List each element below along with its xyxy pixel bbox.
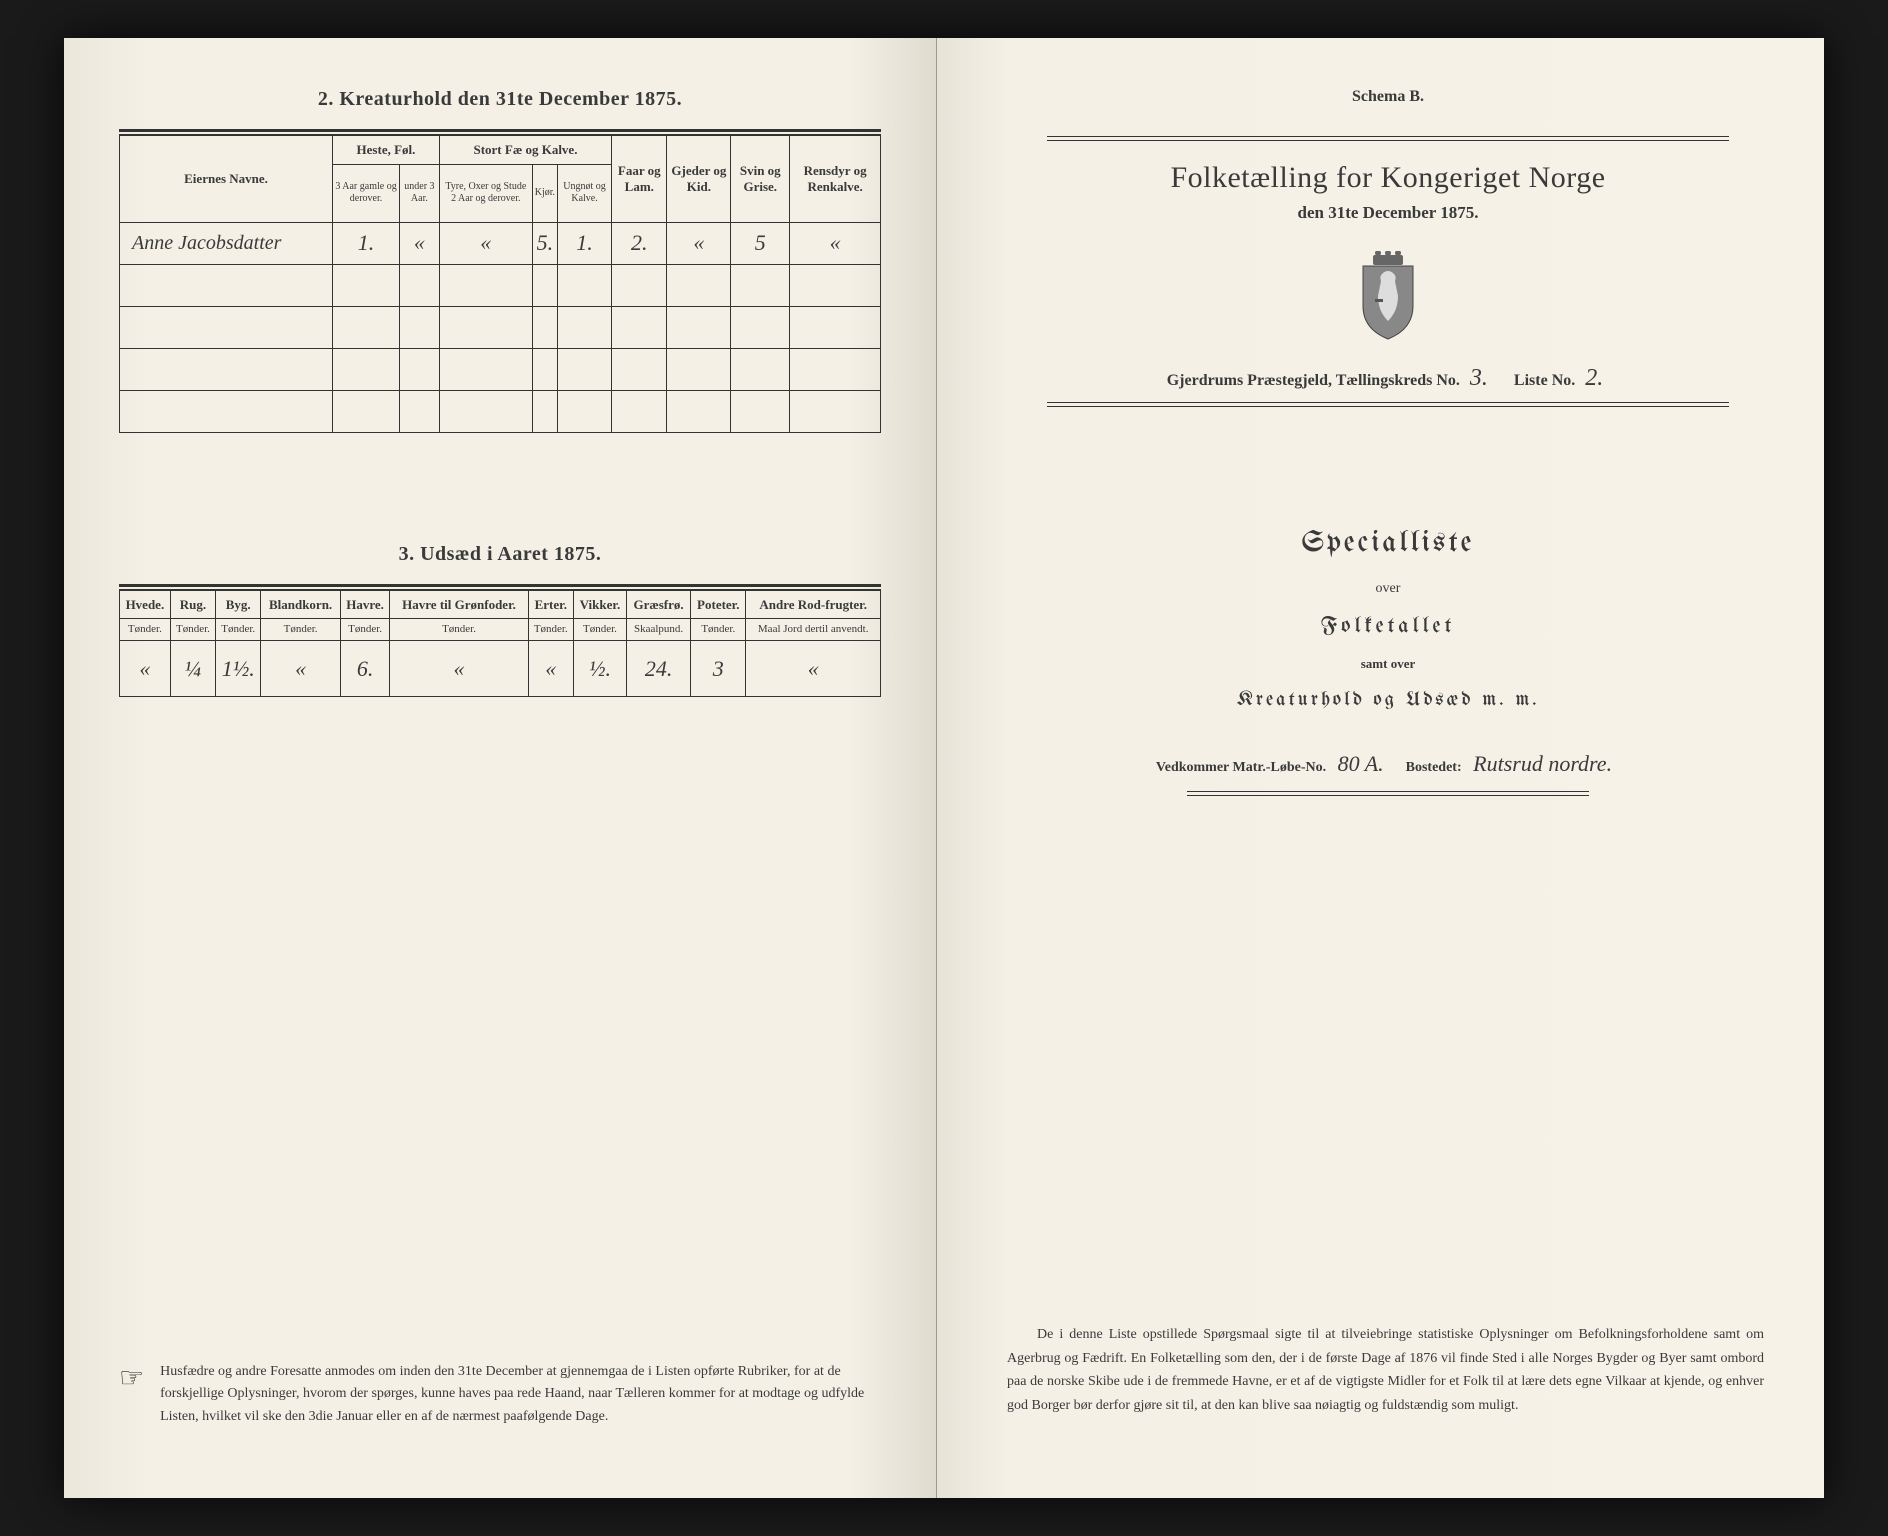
table-row bbox=[120, 306, 881, 348]
cell: « bbox=[399, 222, 439, 264]
folketallet-heading: Folketallet bbox=[1007, 615, 1769, 638]
col: Havre til Grønfoder. bbox=[390, 590, 528, 619]
cell: 5 bbox=[731, 222, 790, 264]
cell: 3 bbox=[691, 641, 746, 697]
table-row bbox=[120, 264, 881, 306]
subcol: 3 Aar gamle og derover. bbox=[333, 164, 400, 222]
bottom-paragraph: De i denne Liste opstillede Spørgsmaal s… bbox=[1007, 1323, 1764, 1418]
table1-title: 2. Kreaturhold den 31te December 1875. bbox=[119, 88, 881, 111]
cell: « bbox=[528, 641, 573, 697]
table2-title: 3. Udsæd i Aaret 1875. bbox=[119, 543, 881, 566]
kreaturhold-heading: Kreaturhold og Udsæd m. m. bbox=[1007, 690, 1769, 711]
col: Rensdyr og Renkalve. bbox=[790, 136, 881, 223]
document-spread: 2. Kreaturhold den 31te December 1875. E… bbox=[64, 38, 1824, 1498]
cell: 1. bbox=[333, 222, 400, 264]
unit: Tønder. bbox=[390, 619, 528, 641]
col: Poteter. bbox=[691, 590, 746, 619]
col: Faar og Lam. bbox=[612, 136, 667, 223]
col: Andre Rod-frugter. bbox=[746, 590, 881, 619]
liste-number: 2. bbox=[1579, 365, 1609, 391]
cell: « bbox=[439, 222, 532, 264]
unit: Tønder. bbox=[120, 619, 171, 641]
col: Byg. bbox=[216, 590, 261, 619]
col: Vikker. bbox=[573, 590, 626, 619]
col: Hvede. bbox=[120, 590, 171, 619]
unit: Tønder. bbox=[261, 619, 340, 641]
col: Gjeder og Kid. bbox=[667, 136, 731, 223]
unit: Maal Jord dertil anvendt. bbox=[746, 619, 881, 641]
rule bbox=[1047, 406, 1729, 407]
coat-of-arms-icon bbox=[1353, 251, 1423, 341]
col-owner: Eiernes Navne. bbox=[120, 136, 333, 223]
unit: Tønder. bbox=[216, 619, 261, 641]
cell: « bbox=[120, 641, 171, 697]
rule bbox=[1047, 136, 1729, 137]
rule bbox=[119, 129, 881, 132]
unit: Tønder. bbox=[573, 619, 626, 641]
rule bbox=[1187, 795, 1589, 796]
matr-number: 80 A. bbox=[1330, 751, 1392, 776]
owner-name: Anne Jacobsdatter bbox=[120, 222, 333, 264]
cell: « bbox=[261, 641, 340, 697]
cell: ½. bbox=[573, 641, 626, 697]
col-group: Stort Fæ og Kalve. bbox=[439, 136, 611, 165]
cell: « bbox=[390, 641, 528, 697]
unit: Tønder. bbox=[170, 619, 215, 641]
rule bbox=[119, 584, 881, 587]
cell: 1½. bbox=[216, 641, 261, 697]
table-row bbox=[120, 348, 881, 390]
rule bbox=[1187, 791, 1589, 792]
pointing-hand-icon: ☞ bbox=[119, 1357, 144, 1428]
col: Havre. bbox=[340, 590, 390, 619]
unit: Tønder. bbox=[340, 619, 390, 641]
rule bbox=[1047, 140, 1729, 141]
date-subtitle: den 31te December 1875. bbox=[1007, 203, 1769, 223]
rule bbox=[1047, 402, 1729, 403]
seed-table: Hvede. Rug. Byg. Blandkorn. Havre. Havre… bbox=[119, 590, 881, 698]
liste-label: Liste No. bbox=[1514, 372, 1575, 389]
district-number: 3. bbox=[1464, 365, 1494, 391]
table-row bbox=[120, 390, 881, 432]
bosted-value: Rutsrud nordre. bbox=[1465, 751, 1620, 776]
table-row: « ¼ 1½. « 6. « « ½. 24. 3 « bbox=[120, 641, 881, 697]
subcol: Kjør. bbox=[532, 164, 557, 222]
col: Rug. bbox=[170, 590, 215, 619]
subcol: under 3 Aar. bbox=[399, 164, 439, 222]
bosted-label: Bostedet: bbox=[1406, 760, 1462, 775]
unit: Tønder. bbox=[691, 619, 746, 641]
livestock-table: Eiernes Navne. Heste, Føl. Stort Fæ og K… bbox=[119, 135, 881, 433]
matr-label: Vedkommer Matr.-Løbe-No. bbox=[1156, 760, 1326, 775]
cell: 24. bbox=[626, 641, 690, 697]
cell: 1. bbox=[558, 222, 612, 264]
samt-text: samt over bbox=[1007, 656, 1769, 672]
cell: 5. bbox=[532, 222, 557, 264]
unit: Skaalpund. bbox=[626, 619, 690, 641]
main-title: Folketælling for Kongeriget Norge bbox=[1007, 161, 1769, 195]
table-row: Anne Jacobsdatter 1. « « 5. 1. 2. « 5 « bbox=[120, 222, 881, 264]
specialliste-heading: Specialliste bbox=[1007, 527, 1769, 559]
right-page: Schema B. Folketælling for Kongeriget No… bbox=[937, 38, 1824, 1498]
over-text: over bbox=[1007, 581, 1769, 597]
unit: Tønder. bbox=[528, 619, 573, 641]
footnote-text: Husfædre og andre Foresatte anmodes om i… bbox=[160, 1361, 881, 1428]
cell: 6. bbox=[340, 641, 390, 697]
col: Svin og Grise. bbox=[731, 136, 790, 223]
schema-label: Schema B. bbox=[1007, 88, 1769, 106]
col: Græsfrø. bbox=[626, 590, 690, 619]
district-line: Gjerdrums Præstegjeld, Tællingskreds No.… bbox=[1007, 365, 1769, 392]
footnote: ☞ Husfædre og andre Foresatte anmodes om… bbox=[119, 1361, 881, 1428]
matr-line: Vedkommer Matr.-Løbe-No. 80 A. Bostedet:… bbox=[1007, 751, 1769, 777]
col: Blandkorn. bbox=[261, 590, 340, 619]
cell: 2. bbox=[612, 222, 667, 264]
cell: ¼ bbox=[170, 641, 215, 697]
district-prefix: Gjerdrums Præstegjeld, Tællingskreds No. bbox=[1167, 372, 1460, 389]
col: Erter. bbox=[528, 590, 573, 619]
cell: « bbox=[746, 641, 881, 697]
left-page: 2. Kreaturhold den 31te December 1875. E… bbox=[64, 38, 937, 1498]
col-group: Heste, Føl. bbox=[333, 136, 440, 165]
cell: « bbox=[790, 222, 881, 264]
subcol: Tyre, Oxer og Stude 2 Aar og derover. bbox=[439, 164, 532, 222]
cell: « bbox=[667, 222, 731, 264]
subcol: Ungnøt og Kalve. bbox=[558, 164, 612, 222]
